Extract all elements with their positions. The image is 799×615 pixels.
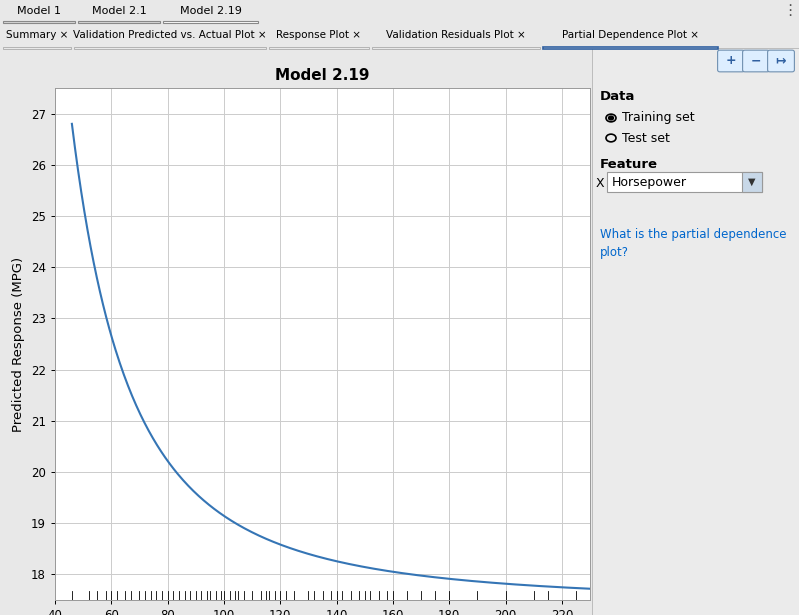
Text: Validation Predicted vs. Actual Plot ×: Validation Predicted vs. Actual Plot × xyxy=(74,30,267,40)
Title: Model 2.19: Model 2.19 xyxy=(275,68,370,82)
Text: What is the partial dependence
plot?: What is the partial dependence plot? xyxy=(600,228,786,259)
Text: X: X xyxy=(596,177,605,190)
Text: ↦: ↦ xyxy=(776,55,786,68)
Text: Data: Data xyxy=(600,90,635,103)
Text: Summary ×: Summary × xyxy=(6,30,68,40)
Text: Feature: Feature xyxy=(600,158,658,171)
Text: Model 1: Model 1 xyxy=(17,6,61,16)
Text: Model 2.1: Model 2.1 xyxy=(92,6,146,16)
Y-axis label: Predicted Response (MPG): Predicted Response (MPG) xyxy=(13,256,26,432)
Text: Response Plot ×: Response Plot × xyxy=(276,30,361,40)
Text: Horsepower: Horsepower xyxy=(612,175,687,189)
Text: ⋮: ⋮ xyxy=(782,4,797,18)
Text: Training set: Training set xyxy=(622,111,694,124)
Text: Partial Dependence Plot ×: Partial Dependence Plot × xyxy=(562,30,699,40)
Text: Model 2.19: Model 2.19 xyxy=(180,6,241,16)
Text: ▼: ▼ xyxy=(748,177,756,187)
Text: −: − xyxy=(751,55,761,68)
Text: Test set: Test set xyxy=(622,132,670,145)
Text: Validation Residuals Plot ×: Validation Residuals Plot × xyxy=(386,30,526,40)
Text: +: + xyxy=(725,55,737,68)
